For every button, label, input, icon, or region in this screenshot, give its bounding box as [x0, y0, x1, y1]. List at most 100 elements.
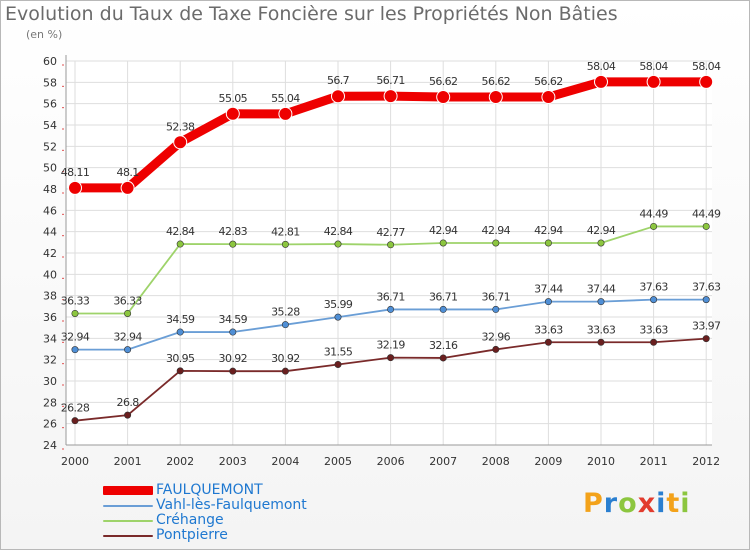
data-label-faulquemont: 56.62: [482, 75, 511, 88]
x-tick-label: 2002: [166, 455, 194, 468]
y-tick-label: 26: [43, 418, 57, 431]
data-label-faulquemont: 56.62: [534, 75, 563, 88]
data-label-pontpierre: 33.63: [587, 323, 616, 336]
data-point-crehange: [492, 239, 500, 247]
data-label-pontpierre: 32.16: [429, 339, 458, 352]
y-unit-label: (en %): [26, 28, 63, 41]
data-point-pontpierre: [492, 345, 500, 353]
data-label-vahl-les-faulquemont: 32.94: [113, 331, 142, 344]
data-label-faulquemont: 58.04: [692, 60, 721, 73]
legend-label: Pontpierre: [156, 527, 228, 543]
legend-label: Créhange: [156, 512, 224, 528]
y-tick-label: 54: [43, 119, 57, 132]
data-label-faulquemont: 52.38: [166, 120, 195, 133]
logo-letter: x: [637, 488, 657, 519]
x-tick-label: 2008: [482, 455, 510, 468]
data-label-pontpierre: 32.19: [376, 339, 405, 352]
data-label-pontpierre: 26.8: [117, 396, 140, 409]
data-label-pontpierre: 26.28: [61, 402, 90, 415]
x-tick-label: 2011: [640, 455, 668, 468]
x-tick-label: 2000: [61, 455, 89, 468]
data-label-crehange: 42.83: [219, 225, 248, 238]
data-point-vahl-les-faulquemont: [334, 313, 342, 321]
data-label-crehange: 42.94: [534, 224, 563, 237]
data-point-crehange: [597, 239, 605, 247]
y-tick-label: 34: [43, 332, 57, 345]
legend-label: FAULQUEMONT: [156, 482, 263, 498]
data-point-crehange: [702, 222, 710, 230]
logo-letter: r: [603, 488, 619, 519]
data-point-crehange: [281, 240, 289, 248]
legend-swatch: [103, 520, 153, 522]
x-tick-label: 2001: [114, 455, 142, 468]
data-point-faulquemont: [120, 180, 135, 195]
data-point-faulquemont: [699, 74, 714, 89]
y-tick-label: 46: [43, 204, 57, 217]
data-label-crehange: 42.94: [587, 224, 616, 237]
data-point-faulquemont: [383, 89, 398, 104]
data-point-vahl-les-faulquemont: [229, 328, 237, 336]
data-label-pontpierre: 33.63: [639, 323, 668, 336]
y-tick-label: 58: [43, 76, 57, 89]
data-point-faulquemont: [488, 90, 503, 105]
data-label-vahl-les-faulquemont: 32.94: [61, 331, 90, 344]
x-tick-label: 2010: [587, 455, 615, 468]
data-point-vahl-les-faulquemont: [387, 305, 395, 313]
y-tick-label: 30: [43, 375, 57, 388]
data-label-vahl-les-faulquemont: 37.63: [639, 281, 668, 294]
data-point-faulquemont: [68, 180, 82, 195]
x-tick-label: 2006: [377, 455, 405, 468]
data-label-pontpierre: 30.92: [271, 352, 300, 365]
data-label-pontpierre: 30.95: [166, 352, 195, 365]
y-tick-label: 50: [43, 162, 57, 175]
y-tick-label: 40: [43, 268, 57, 281]
data-point-crehange: [650, 222, 658, 230]
x-tick-label: 2009: [534, 455, 562, 468]
data-point-crehange: [124, 309, 132, 317]
data-label-faulquemont: 56.7: [327, 74, 350, 87]
data-point-vahl-les-faulquemont: [439, 305, 447, 313]
y-tick-label: 42: [43, 247, 57, 260]
data-label-pontpierre: 33.63: [534, 323, 563, 336]
data-point-pontpierre: [124, 411, 132, 419]
data-point-pontpierre: [334, 360, 342, 368]
data-label-pontpierre: 30.92: [219, 352, 248, 365]
data-label-faulquemont: 48.1: [117, 166, 139, 179]
data-label-faulquemont: 48.11: [61, 166, 90, 179]
logo-letter: o: [618, 488, 638, 519]
data-label-vahl-les-faulquemont: 36.71: [376, 290, 405, 303]
data-label-crehange: 42.84: [166, 225, 195, 238]
data-label-crehange: 42.81: [271, 225, 300, 238]
x-tick-label: 2004: [271, 455, 299, 468]
data-point-crehange: [334, 240, 342, 248]
data-point-vahl-les-faulquemont: [281, 321, 289, 329]
data-point-faulquemont: [541, 90, 556, 105]
data-label-pontpierre: 33.97: [692, 320, 721, 333]
data-point-vahl-les-faulquemont: [71, 346, 79, 354]
data-label-crehange: 44.49: [692, 207, 721, 220]
data-label-vahl-les-faulquemont: 36.71: [482, 290, 511, 303]
data-point-faulquemont: [278, 106, 293, 121]
logo-letter: t: [666, 488, 681, 519]
data-label-faulquemont: 56.71: [376, 74, 405, 87]
data-label-crehange: 36.33: [61, 294, 90, 307]
data-point-crehange: [229, 240, 237, 248]
data-point-faulquemont: [646, 74, 661, 89]
y-tick-label: 52: [43, 140, 57, 153]
data-point-faulquemont: [173, 135, 188, 150]
proxiti-logo: Proxiti: [583, 488, 691, 519]
y-tick-label: 56: [43, 98, 57, 111]
data-label-vahl-les-faulquemont: 35.28: [271, 306, 300, 319]
data-point-vahl-les-faulquemont: [597, 298, 605, 306]
data-point-faulquemont: [436, 90, 451, 105]
x-tick-label: 2003: [219, 455, 247, 468]
x-tick-label: 2007: [429, 455, 457, 468]
y-tick-label: 38: [43, 290, 57, 303]
y-tick-label: 24: [43, 439, 57, 452]
data-point-faulquemont: [225, 106, 240, 121]
data-label-faulquemont: 58.04: [587, 60, 616, 73]
data-label-crehange: 42.94: [429, 224, 458, 237]
y-tick-label: 36: [43, 311, 57, 324]
chart-title: Evolution du Taux de Taxe Foncière sur l…: [5, 3, 618, 25]
